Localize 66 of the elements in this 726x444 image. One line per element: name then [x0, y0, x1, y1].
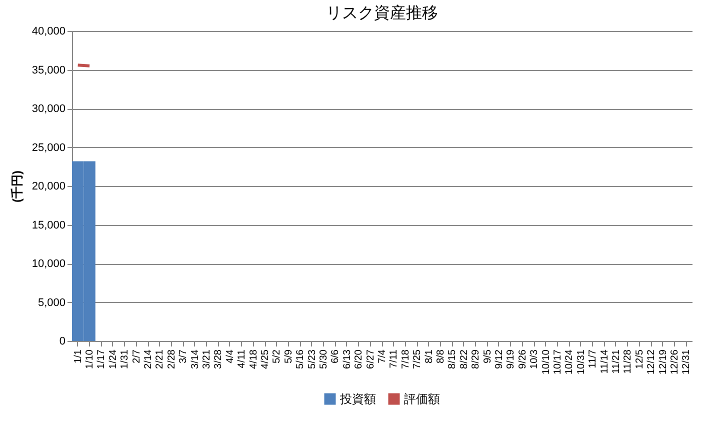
x-tick-label: 8/29 — [470, 349, 482, 369]
x-tick-label: 5/16 — [295, 349, 306, 369]
x-tick-label: 11/14 — [599, 349, 610, 374]
x-tick-label: 1/17 — [96, 349, 108, 369]
x-tick-label: 5/9 — [283, 349, 294, 364]
y-tick-label: 5,000 — [38, 296, 66, 309]
x-tick-label: 11/21 — [610, 349, 622, 374]
y-tick-label: 40,000 — [32, 26, 66, 38]
x-tick-label: 5/2 — [272, 349, 283, 364]
x-tick-label: 6/20 — [354, 349, 365, 369]
x-tick-label: 7/18 — [400, 349, 412, 369]
x-tick-label: 1/31 — [120, 349, 131, 369]
x-tick-label: 1/1 — [72, 349, 84, 364]
x-tick-label: 1/10 — [84, 349, 96, 369]
x-tick-label: 1/24 — [108, 349, 119, 369]
x-tick-label: 7/4 — [377, 349, 388, 364]
y-tick-label: 30,000 — [32, 103, 66, 115]
x-tick-label: 12/5 — [634, 349, 646, 369]
x-tick-label: 6/13 — [342, 349, 353, 369]
y-axis-title: (千円) — [10, 170, 24, 202]
x-tick-label: 4/4 — [224, 349, 236, 364]
x-tick-label: 12/26 — [669, 349, 680, 375]
legend-label: 投資額 — [339, 392, 376, 406]
x-tick-label: 6/27 — [365, 349, 376, 369]
x-tick-label: 8/15 — [447, 349, 458, 369]
x-tick-label: 3/28 — [213, 349, 224, 369]
x-tick-label: 2/14 — [143, 349, 154, 369]
y-tick-label: 10,000 — [32, 258, 66, 270]
x-tick-label: 9/26 — [517, 349, 528, 369]
x-tick-label: 10/31 — [576, 349, 587, 375]
x-tick-label: 2/21 — [154, 349, 166, 369]
x-tick-label: 5/30 — [318, 349, 330, 369]
x-tick-label: 8/22 — [458, 349, 470, 369]
chart-title: リスク資産推移 — [326, 4, 438, 22]
x-tick-label: 10/3 — [529, 349, 540, 369]
y-tick-label: 0 — [59, 336, 66, 348]
x-tick-label: 3/7 — [178, 349, 190, 364]
x-tick-label: 9/5 — [482, 349, 494, 364]
x-tick-label: 2/28 — [166, 349, 178, 369]
x-tick-label: 10/17 — [552, 349, 564, 375]
x-tick-label: 3/21 — [202, 349, 213, 369]
x-tick-label: 8/1 — [424, 349, 435, 364]
legend-label: 評価額 — [404, 392, 440, 406]
x-tick-label: 12/12 — [646, 349, 658, 375]
x-tick-label: 6/6 — [330, 349, 342, 364]
x-tick-label: 11/7 — [588, 349, 599, 368]
y-tick-label: 15,000 — [32, 219, 66, 232]
y-tick-label: 35,000 — [32, 64, 66, 76]
x-tick-label: 8/8 — [435, 349, 446, 364]
x-tick-label: 9/19 — [506, 349, 517, 369]
x-tick-label: 2/7 — [131, 349, 142, 364]
x-tick-label: 4/18 — [248, 349, 260, 369]
x-tick-label: 3/14 — [190, 349, 201, 369]
x-tick-label: 4/11 — [236, 349, 248, 368]
x-tick-label: 10/24 — [564, 349, 576, 375]
x-tick-label: 5/23 — [306, 349, 318, 369]
x-tick-label: 12/19 — [658, 349, 669, 375]
x-tick-label: 4/25 — [260, 349, 272, 369]
x-tick-label: 12/31 — [681, 349, 692, 375]
x-tick-label: 10/10 — [540, 349, 552, 375]
x-tick-label: 7/11 — [388, 349, 400, 368]
x-tick-label: 7/25 — [412, 349, 424, 369]
x-tick-label: 11/28 — [622, 349, 634, 374]
x-tick-label: 9/12 — [494, 349, 505, 369]
y-tick-label: 25,000 — [32, 142, 66, 154]
y-tick-label: 20,000 — [32, 180, 66, 192]
